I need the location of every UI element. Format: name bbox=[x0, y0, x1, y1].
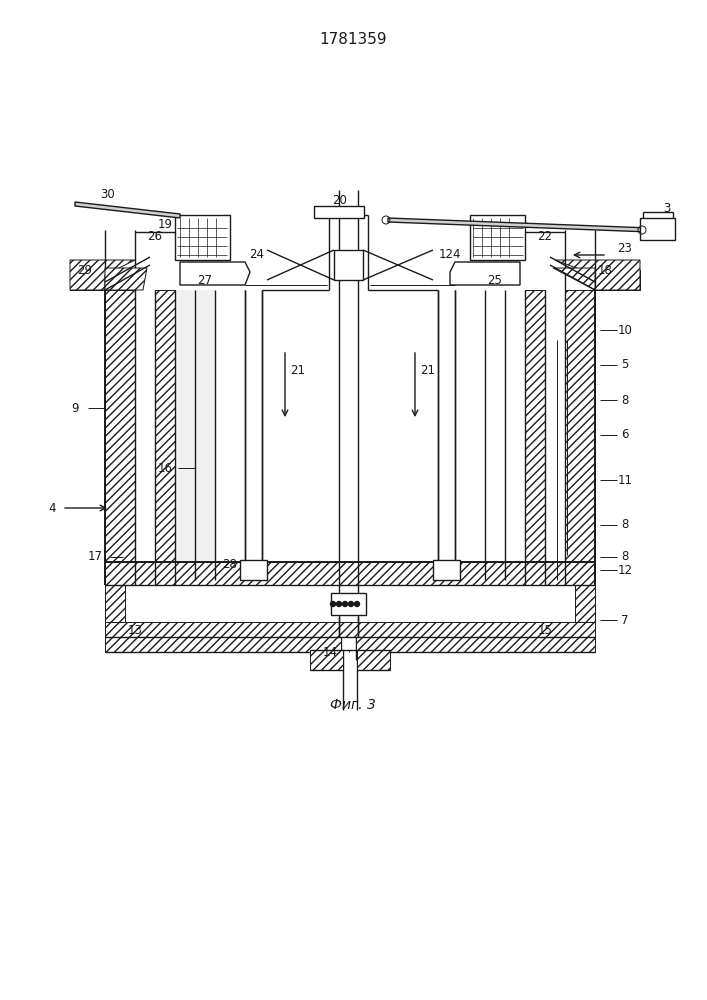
Polygon shape bbox=[525, 290, 545, 585]
Polygon shape bbox=[105, 637, 341, 652]
Polygon shape bbox=[105, 562, 595, 585]
Text: 12: 12 bbox=[617, 564, 633, 576]
Circle shape bbox=[337, 601, 341, 606]
Polygon shape bbox=[565, 290, 595, 585]
Text: 124: 124 bbox=[439, 248, 461, 261]
Text: 13: 13 bbox=[127, 624, 142, 637]
Text: 3: 3 bbox=[663, 202, 671, 215]
Text: 26: 26 bbox=[148, 231, 163, 243]
Polygon shape bbox=[155, 290, 175, 585]
Bar bbox=[331, 593, 366, 615]
Text: 23: 23 bbox=[617, 241, 633, 254]
Text: 18: 18 bbox=[597, 263, 612, 276]
Polygon shape bbox=[357, 650, 390, 670]
Text: 4: 4 bbox=[48, 502, 56, 514]
Bar bbox=[640, 218, 675, 240]
Circle shape bbox=[349, 601, 354, 606]
Polygon shape bbox=[595, 270, 640, 290]
Bar bbox=[155, 290, 215, 580]
Bar bbox=[175, 215, 230, 260]
Text: 21: 21 bbox=[291, 363, 305, 376]
Polygon shape bbox=[105, 290, 135, 585]
Text: 14: 14 bbox=[322, 646, 337, 658]
Text: 21: 21 bbox=[421, 363, 436, 376]
Text: Фиг. 3: Фиг. 3 bbox=[330, 698, 376, 712]
Polygon shape bbox=[70, 260, 135, 290]
Text: 11: 11 bbox=[617, 474, 633, 487]
Text: 28: 28 bbox=[223, 558, 238, 572]
Polygon shape bbox=[105, 268, 147, 290]
Bar bbox=[433, 560, 460, 580]
Circle shape bbox=[330, 601, 336, 606]
Bar bbox=[314, 206, 364, 218]
Text: 25: 25 bbox=[488, 273, 503, 286]
Text: 8: 8 bbox=[621, 550, 629, 564]
Text: 15: 15 bbox=[537, 624, 552, 637]
Polygon shape bbox=[356, 637, 595, 652]
Polygon shape bbox=[555, 260, 640, 290]
Text: 29: 29 bbox=[78, 263, 93, 276]
Polygon shape bbox=[310, 650, 343, 670]
Bar bbox=[262, 290, 438, 580]
Polygon shape bbox=[575, 585, 595, 622]
Polygon shape bbox=[105, 622, 595, 637]
Polygon shape bbox=[75, 202, 180, 218]
Text: 10: 10 bbox=[617, 324, 633, 336]
Text: 20: 20 bbox=[332, 194, 347, 207]
Circle shape bbox=[342, 601, 348, 606]
Polygon shape bbox=[388, 218, 650, 232]
Text: 30: 30 bbox=[100, 188, 115, 200]
Text: 17: 17 bbox=[88, 550, 103, 564]
Text: 7: 7 bbox=[621, 613, 629, 626]
Circle shape bbox=[354, 601, 359, 606]
Text: 1781359: 1781359 bbox=[319, 32, 387, 47]
Polygon shape bbox=[105, 585, 125, 622]
Text: 8: 8 bbox=[621, 393, 629, 406]
Text: 5: 5 bbox=[621, 359, 629, 371]
Bar bbox=[334, 250, 363, 280]
Polygon shape bbox=[180, 262, 250, 285]
Text: 9: 9 bbox=[71, 401, 78, 414]
Text: 24: 24 bbox=[250, 248, 264, 261]
Text: 8: 8 bbox=[621, 518, 629, 532]
Bar bbox=[470, 215, 525, 260]
Polygon shape bbox=[553, 268, 595, 290]
Text: 6: 6 bbox=[621, 428, 629, 442]
Polygon shape bbox=[70, 270, 105, 290]
Text: 22: 22 bbox=[537, 231, 552, 243]
Text: 19: 19 bbox=[158, 219, 173, 232]
Bar bbox=[240, 560, 267, 580]
Text: 16: 16 bbox=[158, 462, 173, 475]
Text: 27: 27 bbox=[197, 273, 213, 286]
Polygon shape bbox=[450, 262, 520, 285]
